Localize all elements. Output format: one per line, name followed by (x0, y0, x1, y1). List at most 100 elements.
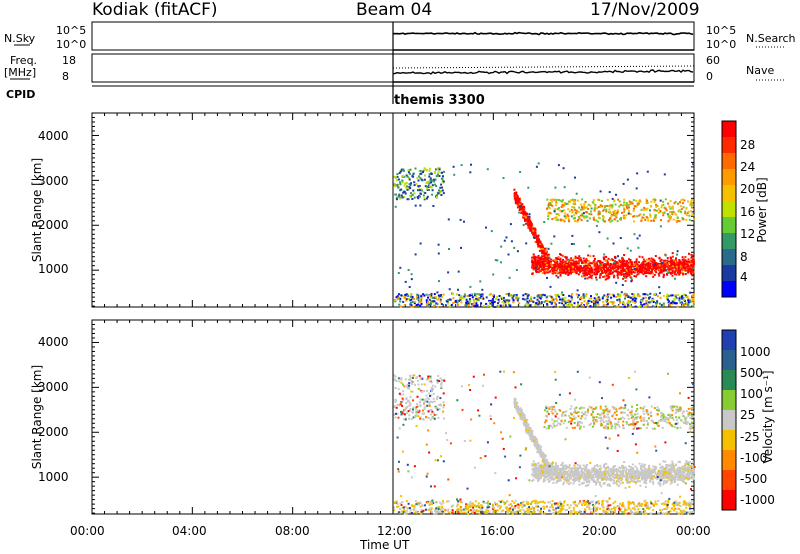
power-cell (446, 300, 449, 303)
power-cell (586, 259, 589, 262)
velocity-cell (649, 500, 652, 503)
power-cell (533, 231, 536, 234)
power-cell (537, 254, 540, 257)
power-cell (470, 163, 472, 166)
power-cell (491, 294, 494, 297)
velocity-cell (440, 510, 443, 513)
power-cell (439, 294, 442, 297)
velocity-cell (500, 505, 503, 508)
power-cell (625, 271, 628, 274)
power-cell (552, 272, 555, 275)
power-cell (521, 205, 523, 208)
power-cell (419, 204, 422, 207)
velocity-cell (588, 508, 591, 511)
power-cell (663, 212, 666, 215)
power-cell (582, 257, 585, 260)
power-cell (602, 301, 605, 303)
velocity-cell (527, 429, 530, 432)
power-cell (593, 209, 596, 212)
power-cell (609, 271, 612, 274)
velocity-cell (539, 509, 542, 512)
power-cell (473, 294, 476, 297)
power-cell (619, 218, 622, 221)
power-cell (556, 267, 559, 270)
power-cell (590, 262, 593, 265)
power-cell (407, 269, 410, 271)
power-cell (561, 200, 564, 203)
velocity-cell (457, 500, 460, 503)
power-cell (628, 273, 631, 276)
power-cell (630, 263, 633, 266)
power-cell (618, 263, 621, 266)
velocity-cell (541, 512, 544, 515)
power-cell (398, 303, 401, 306)
power-cell (487, 304, 490, 307)
power-cell (447, 218, 450, 221)
velocity-cell (665, 507, 668, 509)
power-cell (593, 268, 596, 271)
power-cell (605, 295, 608, 298)
velocity-cell (529, 432, 532, 434)
power-cell (514, 297, 517, 300)
power-cell (480, 302, 483, 305)
power-cell (549, 301, 552, 303)
power-cell (434, 178, 437, 181)
velocity-cell (527, 423, 530, 426)
velocity-cell (416, 409, 419, 412)
velocity-cell (533, 441, 536, 444)
power-cell (414, 304, 417, 307)
velocity-cell (527, 501, 530, 504)
velocity-cell (408, 382, 411, 385)
power-cell (638, 234, 641, 237)
power-cell (589, 204, 592, 207)
power-cell (684, 302, 687, 305)
velocity-cell (496, 505, 499, 508)
power-cell (623, 262, 626, 265)
power-cell (397, 186, 400, 189)
power-cell (636, 215, 639, 218)
velocity-cell (511, 508, 514, 511)
power-cell (530, 296, 533, 299)
power-cell (560, 293, 563, 296)
velocity-cell (597, 500, 600, 503)
power-cell (538, 257, 541, 259)
power-cell (663, 267, 666, 270)
velocity-cell (420, 510, 423, 513)
power-cell (567, 262, 569, 265)
power-cell (414, 253, 417, 256)
power-cell (550, 268, 553, 271)
power-cell (583, 274, 586, 277)
power-cell (420, 302, 423, 305)
power-cell (644, 260, 647, 263)
power-cell (564, 255, 567, 258)
power-cell (473, 300, 476, 303)
power-cell (587, 272, 590, 274)
power-cell (689, 301, 692, 303)
power-cell (418, 195, 421, 198)
velocity-cell (636, 503, 639, 506)
power-cell (630, 280, 633, 283)
power-cell (588, 273, 591, 276)
power-cell (659, 302, 661, 305)
velocity-cell (493, 501, 496, 504)
velocity-cell (544, 460, 547, 463)
velocity-cell (675, 511, 678, 514)
power-cell (688, 219, 691, 222)
velocity-cell (416, 403, 418, 406)
power-cell (594, 302, 596, 305)
power-cell (552, 298, 555, 301)
power-cell (603, 253, 606, 256)
power-cell (658, 268, 661, 271)
power-cell (460, 301, 463, 304)
power-cell (517, 199, 520, 202)
velocity-cell (519, 407, 522, 410)
power-cell (666, 259, 669, 262)
velocity-cell (491, 503, 494, 506)
velocity-cell (433, 513, 436, 515)
power-cell (523, 208, 526, 211)
power-cell (639, 268, 641, 271)
power-cell (685, 207, 688, 210)
power-cell (469, 294, 472, 297)
power-cell (646, 266, 649, 269)
power-cell (420, 178, 423, 181)
